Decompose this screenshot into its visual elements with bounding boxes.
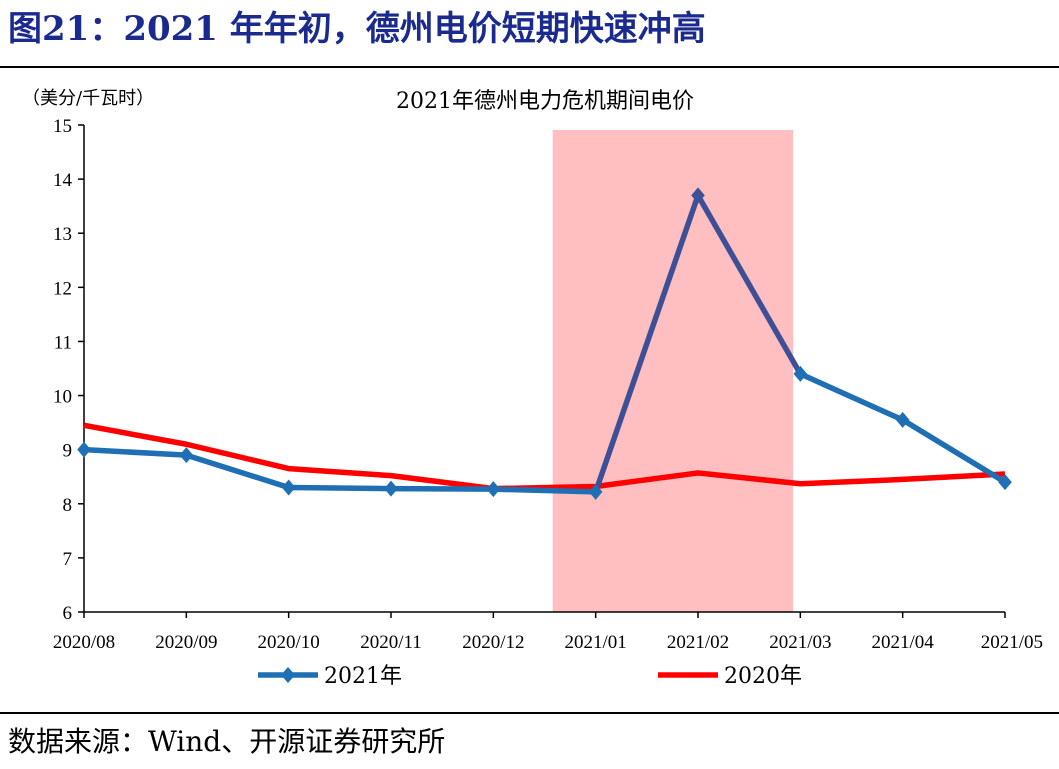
series-segment-2021 <box>797 371 906 423</box>
legend-label-2020: 2020年 <box>724 664 802 689</box>
y-tick-label: 15 <box>53 116 72 137</box>
x-tick-label: 2020/11 <box>360 632 422 653</box>
y-tick-label: 11 <box>54 332 72 353</box>
data-point-2021 <box>998 474 1012 491</box>
data-point-2021 <box>384 480 398 497</box>
bottom-rule <box>0 712 1059 714</box>
source-note: 数据来源：Wind、开源证券研究所 <box>8 725 446 758</box>
x-tick-label: 2020/10 <box>258 632 320 653</box>
series-segment-2021 <box>285 484 394 492</box>
data-point-2021 <box>691 187 705 204</box>
series-segment-2021 <box>183 452 292 491</box>
x-tick-label: 2020/09 <box>155 632 217 653</box>
legend: 2021年 2020年 <box>258 664 802 689</box>
crisis-highlight-band <box>552 130 794 612</box>
series-segment-2021 <box>388 485 497 492</box>
y-axis-unit: （美分/千瓦时） <box>22 88 154 109</box>
series-line-2020 <box>83 422 1006 492</box>
y-tick-label: 9 <box>63 441 73 462</box>
y-tick-label: 6 <box>63 603 73 624</box>
x-tick-label: 2021/02 <box>667 632 729 653</box>
series-segment-2021 <box>490 486 599 495</box>
series-layer <box>77 187 1012 500</box>
series-segment-2021 <box>592 192 701 495</box>
y-tick-label: 7 <box>63 549 73 570</box>
x-tick-label: 2021/01 <box>565 632 627 653</box>
y-tick-label: 8 <box>63 495 73 516</box>
data-point-2021 <box>179 447 194 464</box>
highlight-layer <box>552 130 794 612</box>
y-tick-label: 12 <box>53 278 72 299</box>
x-tick-label: 2021/04 <box>872 632 935 653</box>
chart-title: 2021年德州电力危机期间电价 <box>396 89 694 114</box>
data-point-2021 <box>77 441 91 458</box>
x-tick-label: 2020/12 <box>462 632 524 653</box>
series-segment-2021 <box>81 446 190 458</box>
x-tick-label: 2020/08 <box>53 632 115 653</box>
legend-label-2021: 2021年 <box>324 664 402 689</box>
y-tick-label: 10 <box>53 387 72 408</box>
figure-title: 图21：2021 年年初，德州电价短期快速冲高 <box>8 9 706 49</box>
y-tick-label: 14 <box>53 170 73 191</box>
y-tick-label: 13 <box>53 224 72 245</box>
axes: 6 7 8 9 10 11 12 13 14 15 2020/08 2020/09 2020/10 202… <box>53 116 1043 653</box>
data-point-2021 <box>281 479 296 496</box>
series-segment-2021 <box>899 417 1008 485</box>
data-point-2021 <box>793 365 808 382</box>
data-point-2021 <box>895 411 910 428</box>
x-tick-label: 2021/03 <box>769 632 831 653</box>
legend-marker-2021 <box>281 667 295 683</box>
x-tick-label: 2021/05 <box>981 632 1043 653</box>
series-segment-2021 <box>695 192 804 377</box>
top-rule <box>0 66 1059 68</box>
data-point-2021 <box>588 483 603 500</box>
data-point-2021 <box>486 481 501 498</box>
